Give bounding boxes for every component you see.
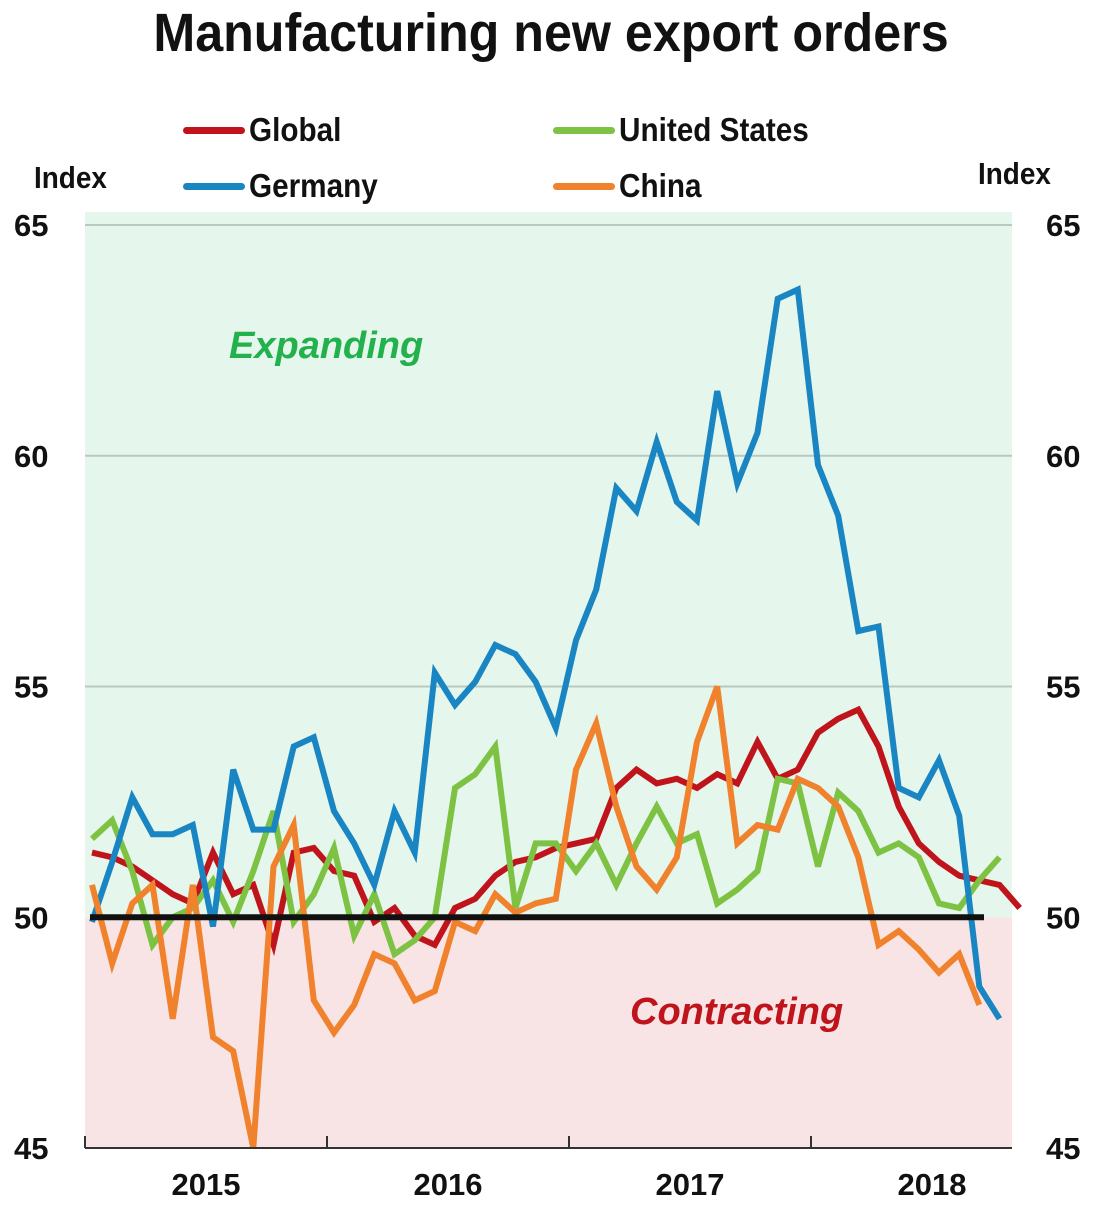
legend-label-china: China	[619, 167, 702, 204]
y-tick-label-right-50: 50	[1046, 900, 1080, 935]
y-tick-label-left-55: 55	[14, 670, 48, 705]
contracting-label: Contracting	[630, 991, 843, 1033]
series-line-china	[89, 685, 983, 1149]
legend-swatch-united-states	[553, 126, 615, 134]
y-tick-label-left-65: 65	[14, 208, 48, 243]
y-tick-label-right-45: 45	[1046, 1131, 1080, 1166]
contracting-region	[85, 917, 1012, 1148]
x-tick-label-2015: 2015	[172, 1167, 241, 1202]
legend-swatch-china	[553, 182, 615, 190]
y-axis-right: 45 50 55 60 65	[1046, 208, 1080, 1166]
y-axis-left: 45 50 55 60 65	[14, 208, 48, 1166]
y-tick-label-left-60: 60	[14, 439, 48, 474]
y-tick-label-left-45: 45	[14, 1131, 48, 1166]
right-axis-unit: Index	[978, 156, 1051, 191]
x-axis: 2015 2016 2017 2018	[84, 1136, 1012, 1202]
x-tick-label-2018: 2018	[898, 1167, 967, 1202]
legend-label-germany: Germany	[249, 167, 378, 204]
legend-swatch-germany	[183, 182, 245, 190]
y-tick-label-right-60: 60	[1046, 439, 1080, 474]
y-tick-label-right-65: 65	[1046, 208, 1080, 243]
expanding-label: Expanding	[229, 325, 423, 367]
y-tick-label-left-50: 50	[14, 900, 48, 935]
x-tick-label-2016: 2016	[414, 1167, 483, 1202]
series-line-germany	[89, 285, 1003, 1021]
x-tick-label-2017: 2017	[656, 1167, 725, 1202]
expanding-region	[85, 212, 1012, 918]
y-tick-label-right-55: 55	[1046, 670, 1080, 705]
legend-item-global: Global	[183, 111, 352, 149]
legend-item-china: China	[553, 167, 711, 205]
gridlines	[85, 224, 1012, 688]
legend-item-united-states: United States	[553, 111, 830, 149]
series-line-united-states	[89, 738, 1002, 959]
legend-label-global: Global	[249, 111, 342, 148]
legend-label-united-states: United States	[619, 111, 809, 148]
legend-swatch-global	[183, 126, 245, 134]
left-axis-unit: Index	[34, 160, 107, 195]
legend-item-germany: Germany	[183, 167, 392, 205]
chart-title: Manufacturing new export orders	[153, 3, 949, 63]
series-group	[89, 285, 1022, 1149]
